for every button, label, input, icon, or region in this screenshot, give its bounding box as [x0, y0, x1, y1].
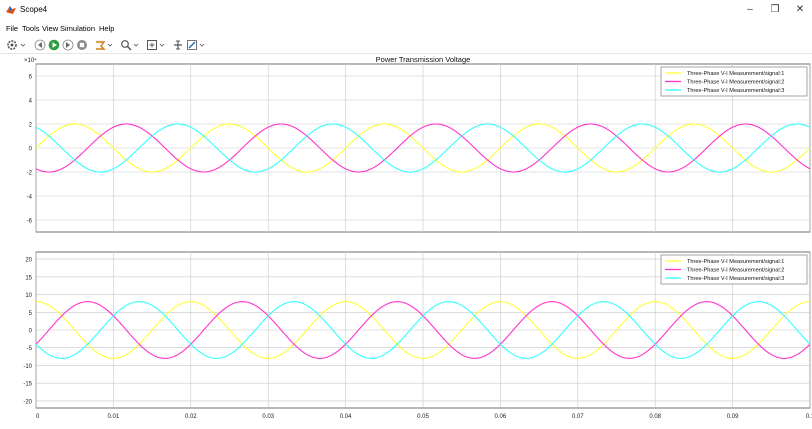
axes-2-xtick-label: 0.06	[495, 414, 507, 420]
axes-2-ytick-label: -10	[23, 364, 32, 370]
axes-2-xtick-label: 0.1	[806, 414, 812, 420]
scope-plot-area: -6 -4 -2 0 2 4 6 Power Transmission Voltage ×10⁴…	[0, 54, 812, 424]
axes-2-legend-label-3: Three-Phase V-I Measurement/signal:3	[687, 276, 784, 282]
axes-2-ytick-label: -15	[23, 382, 32, 388]
run-icon[interactable]	[48, 39, 60, 51]
step-back-icon[interactable]	[34, 39, 46, 51]
settings-dropdown-icon[interactable]	[20, 39, 26, 51]
axes-2-ytick-label: -5	[27, 346, 33, 352]
zoom-dropdown-icon[interactable]	[133, 39, 139, 51]
axes-1-legend	[660, 66, 808, 97]
axes-2-xtick-label: 0.09	[727, 414, 739, 420]
axes-2-xtick-label: 0.05	[417, 414, 429, 420]
menu-simulation[interactable]: Simulation	[60, 24, 96, 33]
axes-2-xtick-label: 0.01	[108, 414, 120, 420]
insert-cursor-icon[interactable]	[172, 39, 184, 51]
axes-1-legend-label-2: Three-Phase V-I Measurement/signal:2	[687, 80, 784, 86]
axes-2-xtick-label: 0.03	[262, 414, 274, 420]
toolbar	[0, 37, 812, 54]
axes-2-xtick-label: 0.07	[572, 414, 584, 420]
step-forward-icon[interactable]	[62, 39, 74, 51]
axes-2-xtick-label: 0.04	[340, 414, 352, 420]
axes-2-series-3-line	[35, 301, 811, 359]
menu-help[interactable]: Help	[99, 24, 115, 33]
axes-1-series-3-line	[35, 123, 811, 173]
axes-2-xtick-label: 0.02	[185, 414, 197, 420]
axes-1-ytick-label: 0	[29, 147, 33, 153]
axes-2-ytick-label: 5	[29, 311, 33, 317]
axes-2-legend-label-2: Three-Phase V-I Measurement/signal:2	[687, 268, 784, 274]
zoom-icon[interactable]	[120, 39, 132, 51]
axes-2-xtick-label: 0.08	[649, 414, 661, 420]
edit-icon[interactable]	[186, 39, 198, 51]
axes-1-ytick-label: 2	[29, 123, 33, 129]
matlab-app-icon	[6, 6, 16, 14]
edit-dropdown-icon[interactable]	[199, 39, 205, 51]
maximize-button[interactable]: ❐	[770, 4, 780, 15]
axes-2-ytick-label: -20	[23, 399, 32, 405]
fit-axes-icon[interactable]	[146, 39, 158, 51]
axes-2-ytick-label: 15	[25, 275, 32, 281]
axes-2-legend-label-1: Three-Phase V-I Measurement/signal:1	[687, 259, 784, 265]
menu-view[interactable]: View	[42, 24, 59, 33]
axes-1-series-2-line	[35, 123, 811, 173]
highlight-icon[interactable]	[94, 39, 106, 51]
stop-icon[interactable]	[76, 39, 88, 51]
axes-1-legend-label-3: Three-Phase V-I Measurement/signal:3	[687, 88, 784, 94]
close-button[interactable]: ✕	[795, 4, 805, 15]
settings-icon[interactable]	[6, 39, 18, 51]
axes-1-exponent-label: ×10⁴	[24, 57, 37, 64]
axes-2-xtick-label: 0	[36, 414, 40, 420]
axes-1-ytick-label: -6	[27, 219, 33, 225]
fit-axes-dropdown-icon[interactable]	[159, 39, 165, 51]
minimize-button[interactable]: –	[747, 4, 753, 15]
menu-bar: File Tools View Simulation Help	[0, 22, 812, 36]
axes-2-ytick-label: 20	[25, 258, 32, 264]
axes-1-ytick-label: 4	[29, 99, 33, 105]
highlight-dropdown-icon[interactable]	[107, 39, 113, 51]
axes-1-title: Power Transmission Voltage	[376, 55, 471, 64]
axes-1-legend-label-1: Three-Phase V-I Measurement/signal:1	[687, 71, 784, 77]
menu-file[interactable]: File	[6, 24, 19, 33]
axes-1-ytick-label: -2	[27, 171, 33, 177]
menu-tools[interactable]: Tools	[22, 24, 40, 33]
axes-1-series-1-line	[35, 123, 811, 173]
axes-2-ytick-label: 10	[25, 293, 32, 299]
axes-2-ytick-label: 0	[29, 329, 33, 335]
axes-1-ytick-label: -4	[27, 195, 33, 201]
axes-1-ytick-label: 6	[29, 75, 33, 81]
window-title: Scope4	[20, 5, 48, 14]
title-bar: Scope4 – ❐ ✕	[0, 0, 812, 22]
axes-2-legend	[660, 254, 808, 285]
